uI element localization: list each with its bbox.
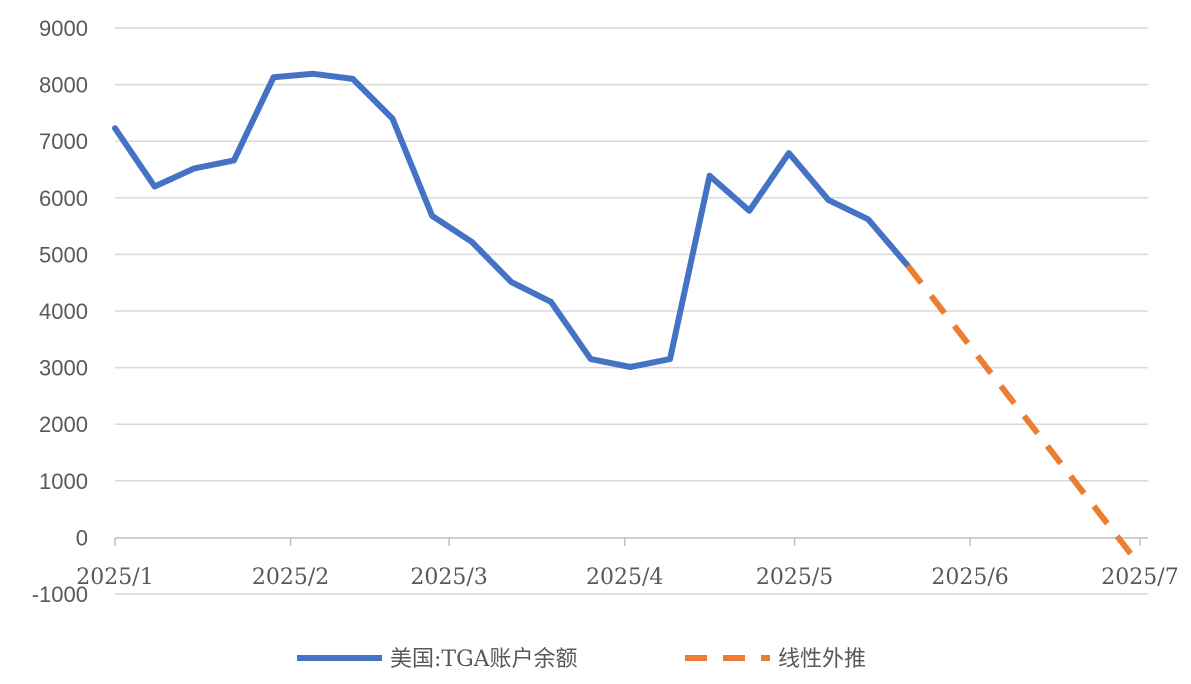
y-tick-label: 2000	[39, 412, 88, 437]
y-tick-label: 3000	[39, 356, 88, 381]
series-line-extrapolation	[905, 263, 1143, 568]
y-tick-label: 4000	[39, 299, 88, 324]
grid-layer	[115, 27, 1148, 595]
series-layer	[112, 70, 1143, 568]
legend-label: 美国:TGA账户余额	[390, 647, 578, 672]
x-tick-label: 2025/7	[1101, 565, 1178, 590]
x-tick-label: 2025/3	[410, 565, 487, 590]
legend: 美国:TGA账户余额 线性外推	[297, 647, 866, 672]
y-tick-label: 8000	[39, 73, 88, 98]
y-tick-label: 9000	[39, 16, 88, 41]
x-tick-label: 2025/4	[586, 565, 663, 590]
x-tick-label: 2025/1	[76, 565, 153, 590]
y-tick-label: 7000	[39, 129, 88, 154]
y-tick-label: 5000	[39, 242, 88, 267]
legend-label: 线性外推	[778, 647, 866, 672]
y-tick-label: 6000	[39, 186, 88, 211]
y-tick-label: -1000	[32, 582, 88, 607]
x-tick-label: 2025/6	[931, 565, 1008, 590]
series-line-tga	[112, 70, 911, 370]
y-tick-label: 1000	[39, 469, 88, 494]
x-tick-label: 2025/2	[252, 565, 329, 590]
y-tick-label: 0	[76, 525, 88, 550]
label-layer: -1000 0 1000 2000 3000 4000 5000 6000 7000 8000 90…	[32, 16, 1179, 607]
axis-layer	[114, 537, 1148, 546]
x-tick-label: 2025/5	[756, 565, 833, 590]
